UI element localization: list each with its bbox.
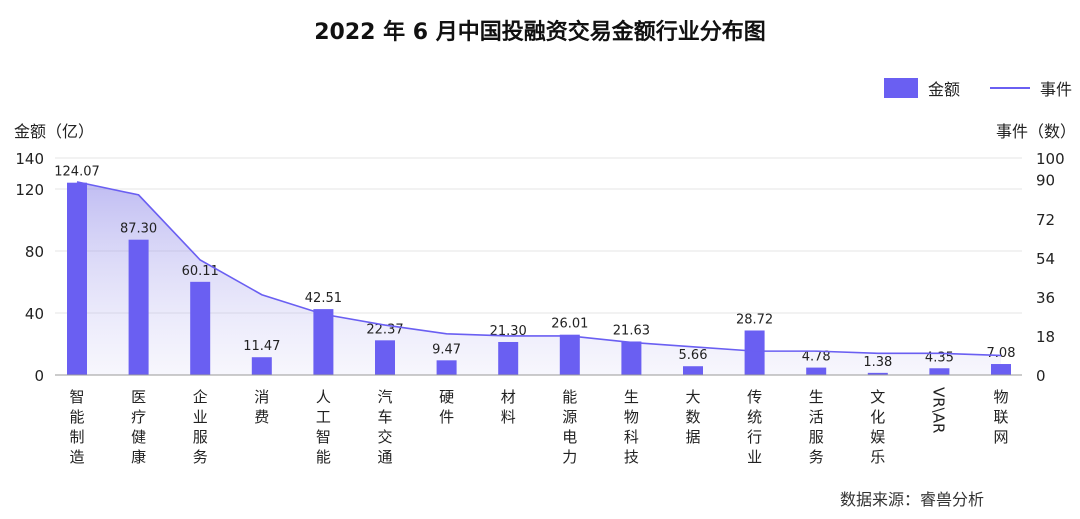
bar-7 [498, 341, 519, 375]
x-tick-label: VR\AR [929, 387, 947, 433]
x-tick-label: 汽车交通 [377, 388, 392, 466]
bar-4 [313, 309, 334, 375]
y-left-tick-label: 40 [25, 305, 44, 323]
x-tick-label: 消费 [254, 388, 269, 426]
x-tick-label: 传统行业 [747, 388, 762, 466]
bar-9 [621, 341, 642, 375]
x-tick-label: 生活服务 [809, 388, 824, 466]
x-tick-label: 硬件 [439, 388, 454, 426]
bar-14 [929, 368, 950, 375]
bar-13 [867, 372, 888, 375]
bar-15 [991, 364, 1011, 375]
x-tick-label: 人工智能 [316, 388, 331, 466]
bar-value-label: 4.78 [802, 350, 831, 365]
legend-line-label: 事件 [1040, 80, 1073, 99]
bar-3 [251, 357, 272, 375]
bar-value-label: 26.01 [551, 317, 588, 332]
event-area [77, 181, 1001, 375]
bar-0 [67, 182, 87, 375]
y-right-tick-label: 18 [1036, 328, 1055, 346]
legend-bar-swatch [884, 78, 918, 98]
source-note: 数据来源：睿兽分析 [840, 490, 985, 509]
legend-line-swatch [990, 87, 1031, 89]
y-right-tick-label: 90 [1036, 172, 1055, 190]
x-tick-label: 大数据 [685, 388, 700, 446]
y-axis-left-label: 金额（亿） [14, 122, 95, 141]
bar-12 [806, 367, 827, 375]
bar-value-label: 5.66 [679, 348, 708, 363]
y-left-tick-label: 140 [15, 150, 44, 168]
bar-value-label: 28.72 [736, 312, 773, 327]
x-tick-label: 材料 [501, 388, 516, 426]
bar-10 [683, 366, 703, 375]
legend-bar-label: 金额 [928, 80, 961, 99]
bar-2 [190, 281, 211, 375]
y-right-tick-label: 72 [1036, 211, 1055, 229]
bar-value-label: 87.30 [120, 222, 157, 237]
y-right-tick-label: 36 [1036, 289, 1055, 307]
bar-6 [436, 360, 457, 375]
bar-8 [559, 334, 580, 375]
y-left-tick-label: 80 [25, 243, 44, 261]
x-tick-label: 企业服务 [193, 388, 208, 466]
y-right-tick-label: 0 [1036, 367, 1046, 385]
bar-value-label: 7.08 [987, 346, 1016, 361]
x-tick-label: 智能制造 [69, 388, 84, 466]
x-tick-label: 医疗健康 [131, 388, 146, 466]
chart-title: 2022 年 6 月中国投融资交易金额行业分布图 [314, 20, 766, 45]
y-left-tick-label: 0 [34, 367, 44, 385]
bar-value-label: 21.63 [613, 323, 650, 338]
event-line [76, 181, 1002, 357]
bar-value-label: 11.47 [243, 339, 280, 354]
bar-11 [744, 330, 765, 375]
bar-value-label: 124.07 [54, 165, 100, 180]
x-tick-label: 能源电力 [562, 388, 577, 466]
x-tick-label: 文化娱乐 [870, 388, 885, 466]
x-tick-label: 生物科技 [624, 388, 639, 466]
y-right-tick-label: 100 [1036, 150, 1065, 168]
bar-value-label: 42.51 [305, 291, 342, 306]
y-right-tick-label: 54 [1036, 250, 1055, 268]
legend: 金额 事件 [884, 76, 1072, 100]
y-axis-right-label: 事件（数） [996, 122, 1077, 141]
y-left-tick-label: 120 [15, 181, 44, 199]
x-tick-label: 物联网 [993, 388, 1008, 446]
bar-value-label: 60.11 [182, 264, 219, 279]
bar-value-label: 1.38 [863, 355, 892, 370]
bar-1 [128, 239, 149, 375]
bar-value-label: 9.47 [432, 342, 461, 357]
bar-5 [375, 340, 395, 375]
